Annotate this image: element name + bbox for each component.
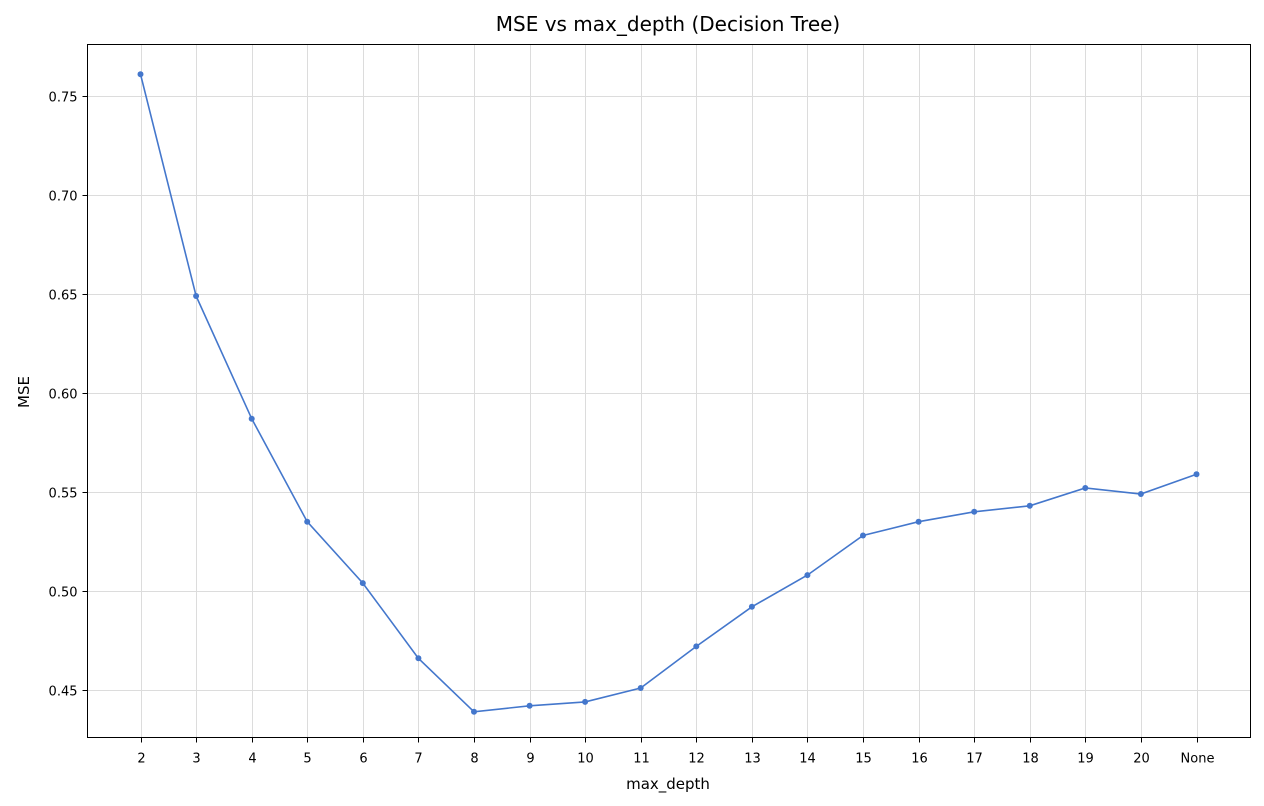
y-tick-label: 0.45 <box>49 685 78 700</box>
y-tick-label: 0.70 <box>49 190 78 205</box>
data-point <box>637 685 644 691</box>
data-point <box>193 293 200 299</box>
x-tick-label: 11 <box>633 752 650 767</box>
x-axis-label: max_depth <box>626 775 710 794</box>
x-tick-label: 20 <box>1133 752 1150 767</box>
x-tick-label: 15 <box>855 752 872 767</box>
x-tick-label: 5 <box>303 752 311 767</box>
data-point <box>248 415 255 422</box>
x-tick-label: 16 <box>911 752 928 767</box>
data-point <box>359 580 366 587</box>
data-point <box>304 518 311 525</box>
x-tick-label: 12 <box>688 752 705 767</box>
data-point <box>971 508 978 515</box>
data-point <box>1082 485 1089 491</box>
data-point <box>748 603 755 610</box>
data-point <box>804 572 811 579</box>
y-tick-label: 0.50 <box>49 586 78 601</box>
data-point <box>693 643 700 650</box>
x-tick-label: 19 <box>1077 752 1094 767</box>
data-point <box>1137 491 1144 497</box>
x-tick-label: 10 <box>577 752 594 767</box>
x-axis: 2 3 4 5 6 7 8 9 10 11 12 13 14 15 16 17 18 19 20 None <box>137 737 1215 767</box>
x-tick-label: None <box>1181 752 1215 767</box>
data-point <box>582 698 589 705</box>
data-point <box>415 655 422 662</box>
x-tick-label: 9 <box>526 752 534 767</box>
data-point <box>860 532 866 539</box>
y-tick-label: 0.65 <box>49 289 78 304</box>
data-point <box>915 518 922 525</box>
series-layer <box>137 71 1200 715</box>
grid-layer <box>87 44 1251 738</box>
y-axis: 0.45 0.50 0.55 0.60 0.65 0.70 0.75 <box>49 91 88 700</box>
x-tick-label: 14 <box>799 752 816 767</box>
data-point <box>1193 471 1200 478</box>
y-tick-label: 0.60 <box>49 388 78 403</box>
x-tick-label: 2 <box>137 752 145 767</box>
data-point <box>526 702 533 709</box>
data-point <box>471 708 477 715</box>
y-tick-label: 0.75 <box>49 91 78 106</box>
x-tick-label: 13 <box>744 752 761 767</box>
x-tick-label: 8 <box>470 752 478 767</box>
x-tick-label: 7 <box>414 752 422 767</box>
x-tick-label: 4 <box>248 752 256 767</box>
x-tick-label: 6 <box>359 752 367 767</box>
plot-frame <box>87 44 1251 738</box>
data-point <box>137 71 144 78</box>
x-tick-label: 3 <box>192 752 200 767</box>
x-tick-label: 18 <box>1022 752 1039 767</box>
chart-title: MSE vs max_depth (Decision Tree) <box>496 12 840 36</box>
series-line <box>139 74 1197 713</box>
x-tick-label: 17 <box>966 752 983 767</box>
data-point <box>1026 502 1033 509</box>
y-tick-label: 0.55 <box>49 487 78 502</box>
y-axis-label: MSE <box>15 376 33 408</box>
